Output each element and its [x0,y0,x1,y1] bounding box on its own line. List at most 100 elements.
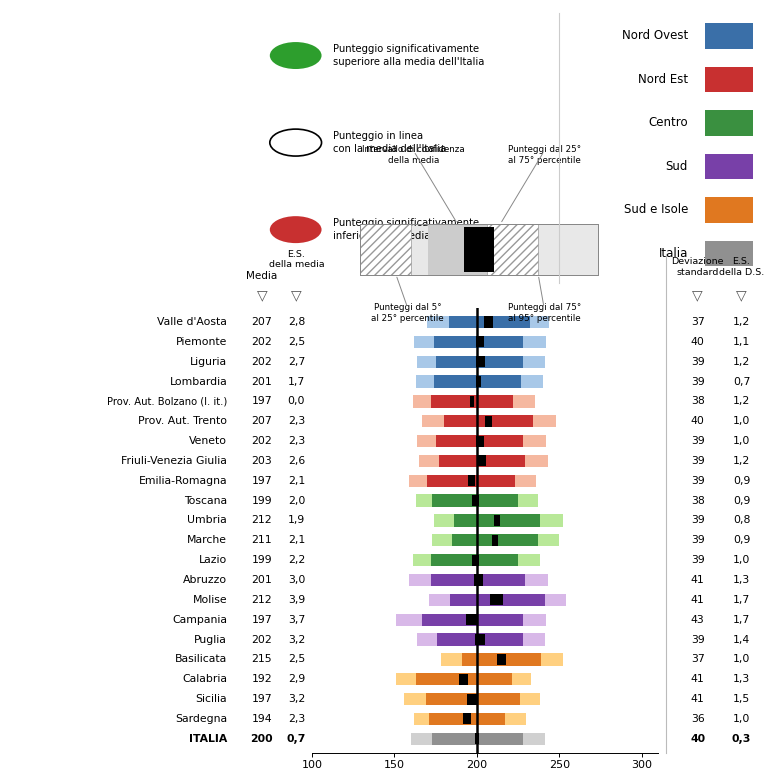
Text: Media: Media [246,271,277,281]
Text: Abruzzo: Abruzzo [183,575,227,585]
Circle shape [270,216,322,243]
Text: ▽: ▽ [692,288,703,302]
Text: 197: 197 [252,694,272,704]
Circle shape [270,129,322,156]
Text: 37: 37 [691,317,705,327]
Text: 2,3: 2,3 [288,714,305,724]
Text: 2,3: 2,3 [288,436,305,446]
Bar [396,673,416,686]
Bar [409,474,427,487]
Bar [432,732,523,745]
Text: 40: 40 [691,417,705,426]
Text: Punteggio in linea
con la media dell'Italia: Punteggio in linea con la media dell'Ita… [333,131,447,154]
Text: 1,0: 1,0 [733,417,750,426]
Bar [427,316,449,328]
Text: 39: 39 [691,476,705,486]
Text: Emilia-Romagna: Emilia-Romagna [139,476,227,486]
Text: 1,7: 1,7 [733,595,750,604]
Bar [538,534,559,547]
Text: Puglia: Puglia [194,635,227,644]
Text: 215: 215 [252,654,272,665]
Text: 1,2: 1,2 [733,356,750,367]
Bar [440,654,462,665]
Bar [414,713,429,725]
Text: 1,7: 1,7 [733,615,750,625]
Circle shape [270,42,322,69]
Text: Friuli-Venezia Giulia: Friuli-Venezia Giulia [121,456,227,466]
Text: 192: 192 [252,674,272,684]
Bar [423,415,444,427]
Bar [417,633,437,646]
Bar [434,375,521,388]
Bar [430,574,524,587]
Text: 41: 41 [691,694,705,704]
Bar [462,654,541,665]
Text: Sud e Isole: Sud e Isole [624,204,688,217]
Text: 199: 199 [252,555,272,566]
Bar [505,713,527,725]
Bar [459,674,468,685]
Bar [511,673,531,686]
Bar [523,335,546,348]
Text: 1,1: 1,1 [733,337,750,347]
Text: Veneto: Veneto [189,436,227,446]
Bar [705,67,753,92]
Bar [523,435,546,447]
Text: Punteggi dal 25°
al 75° percentile: Punteggi dal 25° al 75° percentile [507,145,581,165]
Bar [428,224,530,275]
Text: 39: 39 [691,535,705,545]
Text: 2,1: 2,1 [288,476,305,486]
Bar [497,654,506,665]
Bar [491,535,498,546]
Bar [416,495,432,507]
Text: 39: 39 [691,436,705,446]
Text: ITALIA: ITALIA [189,734,227,744]
Bar [520,693,540,705]
Bar [477,435,484,447]
Text: Sud: Sud [666,160,688,173]
Bar [450,594,544,606]
Bar [484,416,492,427]
Text: 211: 211 [252,535,272,545]
Bar [464,227,494,271]
Text: Prov. Aut. Bolzano (l. it.): Prov. Aut. Bolzano (l. it.) [107,396,227,406]
Bar [419,455,439,467]
Text: 41: 41 [691,674,705,684]
Bar [466,614,478,626]
Text: 199: 199 [252,495,272,505]
Text: 3,2: 3,2 [288,694,305,704]
Text: 1,2: 1,2 [733,317,750,327]
Text: 207: 207 [252,317,272,327]
Text: 200: 200 [250,734,273,744]
Text: 43: 43 [691,615,705,625]
Bar [468,475,475,486]
Text: Punteggio significativamente
inferiore alla media dell'Italia: Punteggio significativamente inferiore a… [333,218,480,241]
Bar [541,654,563,665]
Text: 2,2: 2,2 [288,555,305,566]
Text: 201: 201 [252,377,272,387]
Bar [523,732,544,745]
Bar [475,634,485,645]
Text: Punteggi dal 75°
al 95° percentile: Punteggi dal 75° al 95° percentile [507,303,581,323]
Bar [544,594,566,606]
Text: 3,9: 3,9 [288,595,305,604]
Text: 2,3: 2,3 [288,417,305,426]
Text: 0,9: 0,9 [733,535,750,545]
Bar [454,514,540,526]
Text: 39: 39 [691,516,705,526]
Bar [518,554,540,566]
Text: 197: 197 [252,476,272,486]
Text: 40: 40 [690,734,705,744]
Text: Intervallo di confidenza
della media: Intervallo di confidenza della media [363,145,465,165]
Bar [464,714,470,725]
Text: 1,9: 1,9 [288,516,305,526]
Bar [417,435,436,447]
Text: Punteggio significativamente
superiore alla media dell'Italia: Punteggio significativamente superiore a… [333,44,485,67]
Text: 38: 38 [691,396,705,406]
Bar [530,316,550,328]
Bar [423,614,523,626]
Text: 1,3: 1,3 [733,575,750,585]
Text: 39: 39 [691,635,705,644]
Text: 0,3: 0,3 [732,734,752,744]
Text: Marche: Marche [187,535,227,545]
